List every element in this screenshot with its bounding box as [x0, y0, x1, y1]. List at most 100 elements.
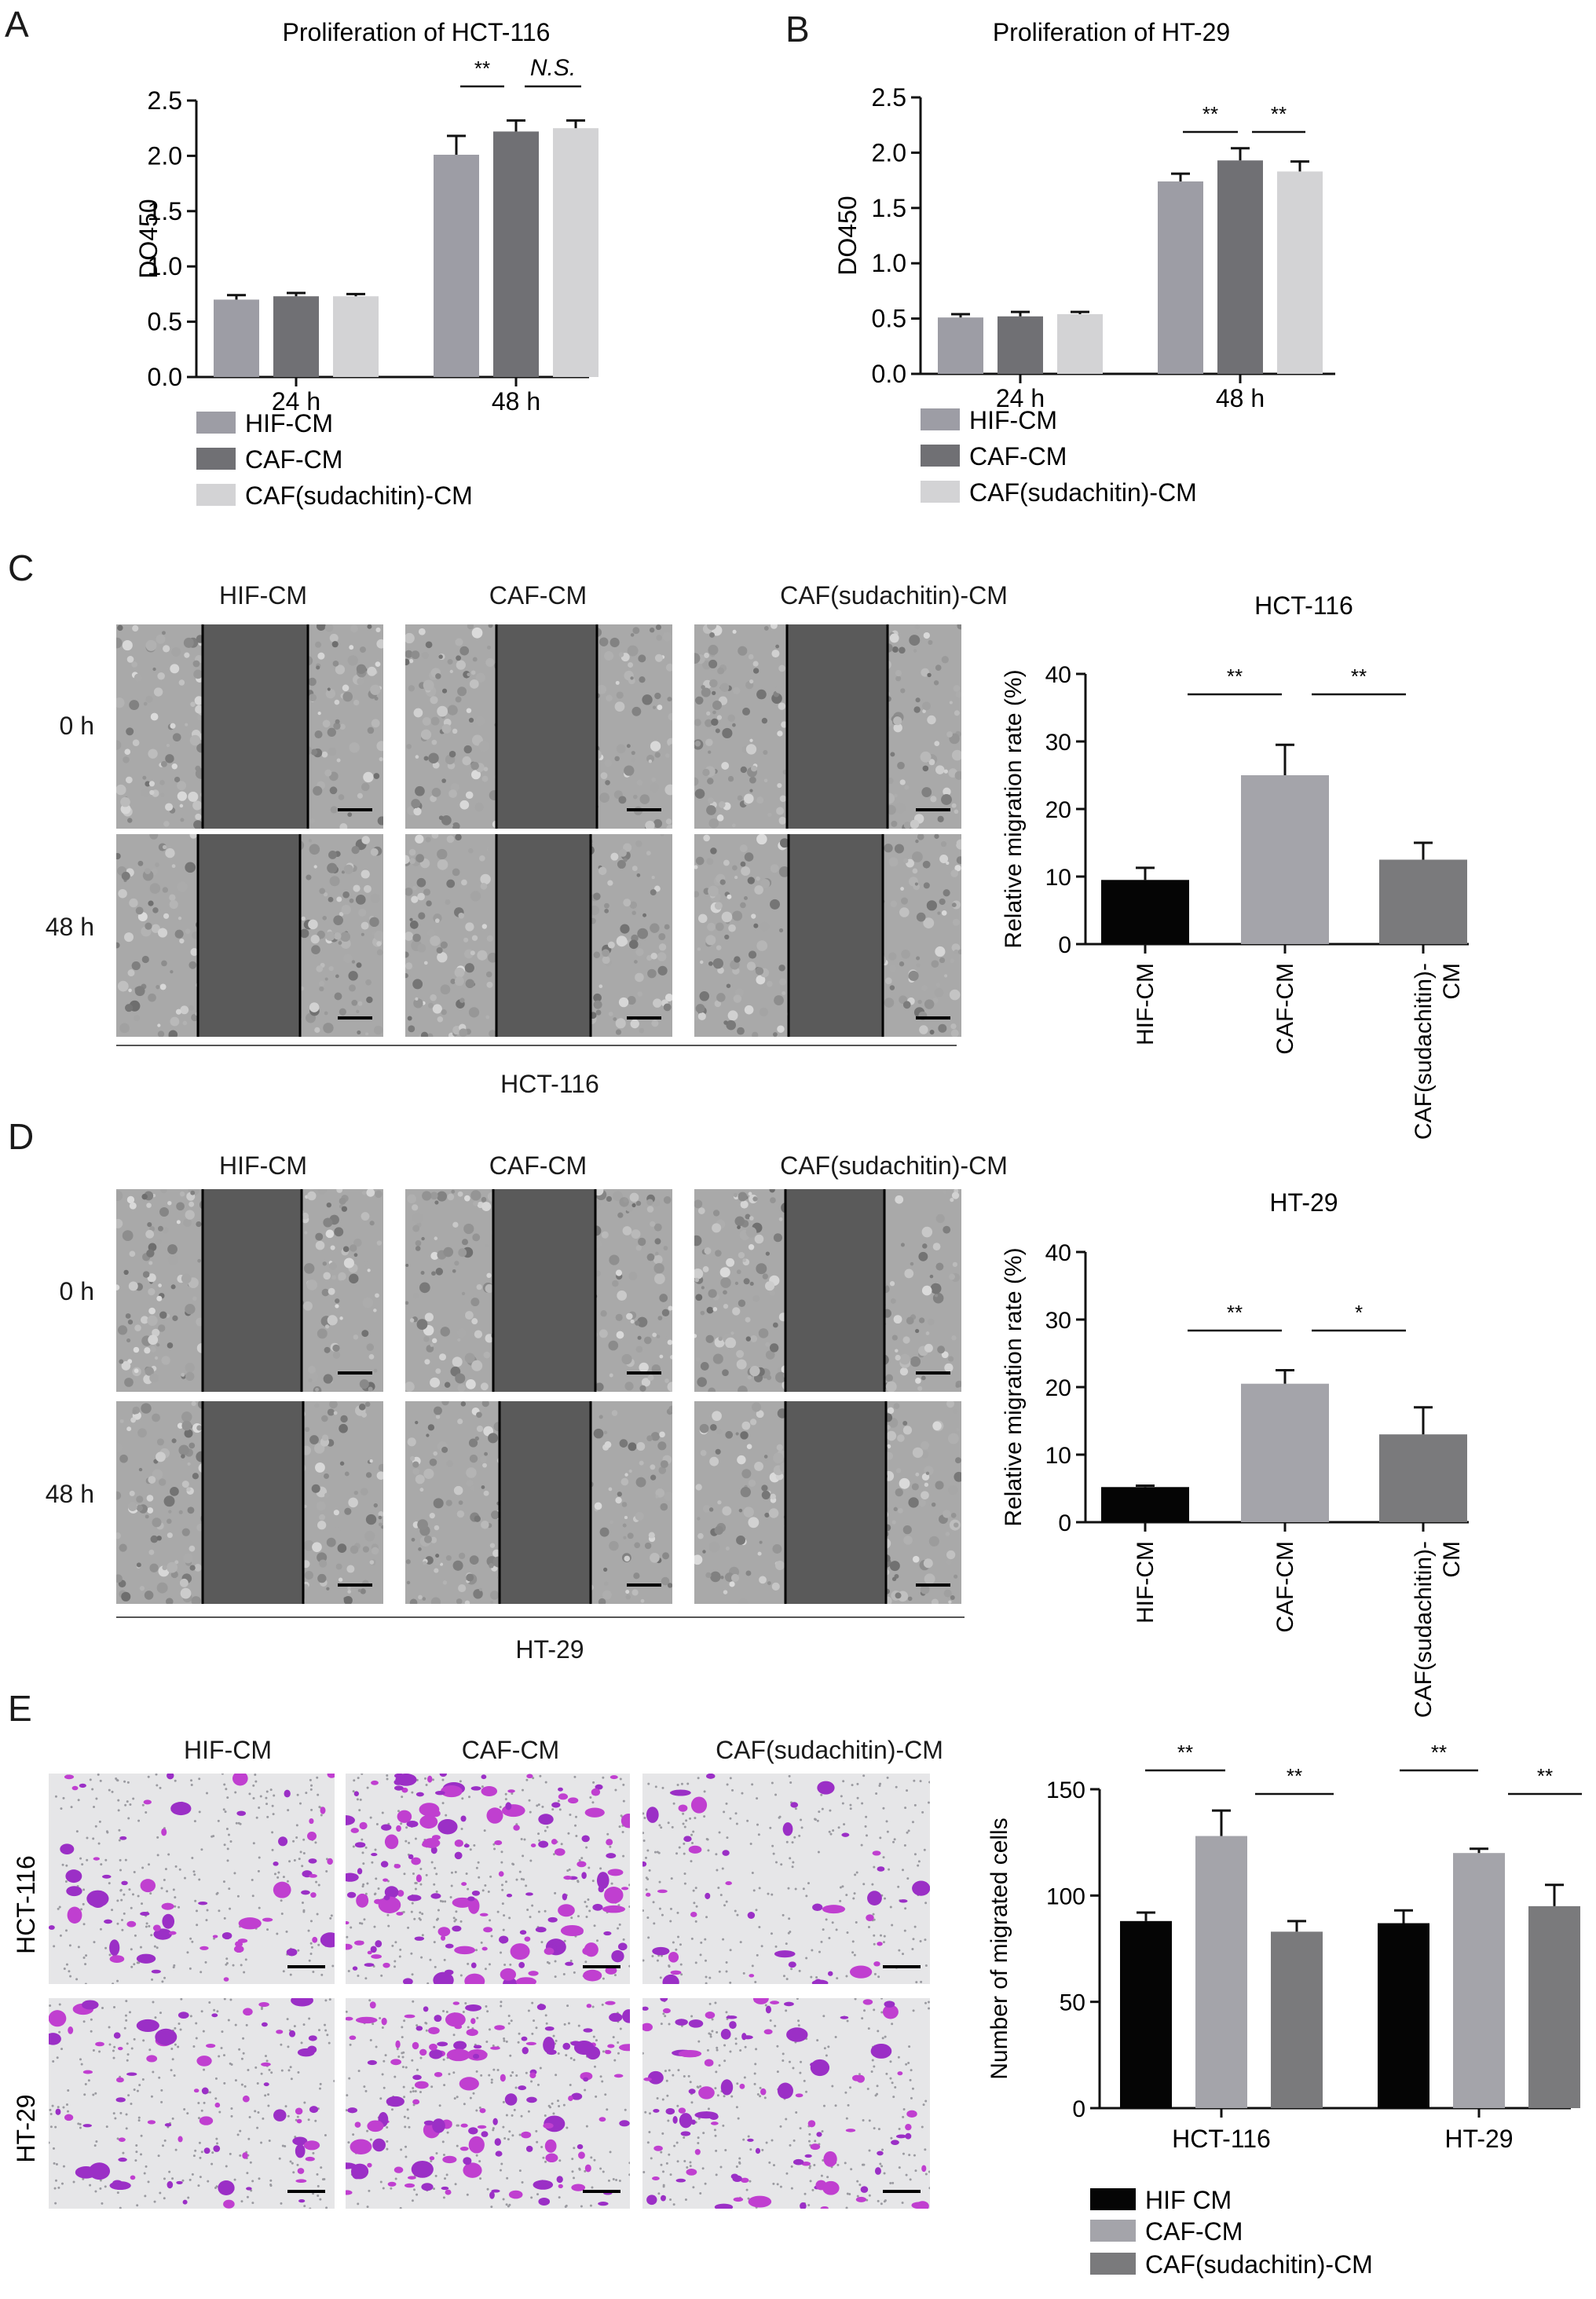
micrograph-e-hif-hct-frame [49, 1774, 335, 1984]
wound-area [198, 834, 300, 1037]
cell-dot [779, 838, 789, 848]
cell-dot [413, 708, 423, 718]
cell-dot [886, 804, 896, 815]
pore-dot [301, 1902, 304, 1905]
cell-dot [170, 1016, 180, 1027]
cell-dot [171, 1438, 177, 1444]
cell-dot [617, 1492, 622, 1497]
cell-dot [174, 929, 184, 939]
pore-dot [443, 1958, 446, 1961]
pore-dot [445, 1814, 448, 1817]
cell-dot [634, 1542, 641, 1549]
cell-dot [339, 823, 348, 829]
cell-dot [150, 712, 159, 721]
cell-dot [931, 1598, 939, 1604]
cell-dot [405, 1559, 411, 1565]
pore-dot [415, 1778, 419, 1781]
chart-d-ylabel: Relative migration rate (%) [1001, 1247, 1027, 1526]
cell-dot [954, 809, 959, 815]
stained-cell [510, 1943, 530, 1960]
pore-dot [115, 1778, 119, 1781]
chart-b-ytick-label: 0.5 [872, 305, 906, 333]
pore-dot [236, 1894, 240, 1898]
micrograph-d-caf-0h [405, 1189, 672, 1392]
cell-dot [168, 1510, 172, 1514]
row-label-e-hct: HCT-116 [12, 1855, 40, 1954]
cell-dot [769, 1189, 775, 1193]
pore-dot [325, 2206, 328, 2209]
cell-dot [650, 1432, 661, 1441]
cell-dot [662, 631, 672, 642]
cell-dot [117, 624, 123, 631]
stained-cell [481, 1946, 488, 1951]
pore-dot [430, 1861, 434, 1864]
pore-dot [137, 1894, 140, 1898]
cell-dot [322, 1261, 327, 1266]
cell-dot [646, 851, 651, 856]
stained-cell [617, 1942, 628, 1951]
micrograph-c-hif-48h [116, 834, 383, 1037]
chart-a-legend-label: CAF(sudachitin)-CM [245, 481, 473, 510]
cell-dot [458, 1552, 466, 1560]
cell-dot [649, 627, 655, 633]
cell-dot [131, 661, 137, 668]
pore-dot [642, 1832, 645, 1835]
cell-dot [322, 1434, 329, 1441]
pore-dot [705, 1982, 708, 1984]
cell-dot [708, 1387, 716, 1392]
cell-dot [467, 672, 470, 677]
pore-dot [913, 1925, 917, 1928]
cell-dot [134, 1324, 141, 1331]
pore-dot [186, 2112, 189, 2115]
pore-dot [233, 2178, 236, 2181]
cell-dot [307, 1191, 317, 1201]
cell-dot [360, 1488, 368, 1496]
cell-dot [188, 1005, 194, 1011]
cell-dot [349, 898, 354, 903]
cell-dot [418, 1594, 423, 1600]
cell-dot [327, 1315, 338, 1326]
cell-dot [902, 1421, 908, 1426]
chart-b: Proliferation of HT-29 0.00.51.01.52.02.… [833, 18, 1335, 507]
pore-dot [116, 1979, 119, 1982]
cell-dot [645, 820, 655, 829]
cell-dot [374, 930, 383, 941]
cell-dot [415, 755, 419, 759]
pore-dot [206, 1909, 209, 1912]
cell-dot [432, 1004, 442, 1014]
pore-dot [189, 1937, 192, 1940]
pore-dot [233, 1872, 236, 1875]
stained-cell [193, 2089, 200, 2093]
pore-dot [174, 2043, 177, 2046]
cell-dot [349, 742, 360, 753]
micrograph-d-hif-48h-frame [116, 1401, 383, 1604]
cell-dot [377, 816, 383, 826]
cell-dot [778, 816, 787, 825]
cell-dot [192, 800, 203, 811]
pore-dot [760, 1945, 763, 1948]
pore-dot [538, 1839, 541, 1842]
pore-dot [310, 1946, 313, 1949]
cell-dot [934, 834, 939, 839]
cell-dot [434, 918, 440, 924]
cell-dot [455, 834, 462, 841]
cell-dot [130, 1417, 137, 1423]
cell-dot [699, 990, 710, 1001]
chart-a-xtick-label: 24 h [272, 387, 320, 416]
pore-dot [302, 2023, 306, 2026]
cell-dot [946, 731, 953, 738]
cell-dot [335, 664, 346, 675]
pore-dot [317, 1883, 320, 1887]
cell-dot [152, 1328, 160, 1337]
row-label-e-ht: HT-29 [12, 2094, 40, 2162]
cell-dot [370, 847, 379, 856]
cell-dot [333, 722, 341, 730]
chart-c-bar [1101, 880, 1189, 944]
cell-dot [304, 1571, 313, 1580]
cell-dot [747, 877, 755, 884]
cell-dot [194, 1564, 202, 1572]
cell-dot [702, 1266, 709, 1272]
pore-dot [504, 1792, 507, 1796]
cell-dot [890, 752, 895, 757]
cell-dot [646, 1206, 654, 1213]
